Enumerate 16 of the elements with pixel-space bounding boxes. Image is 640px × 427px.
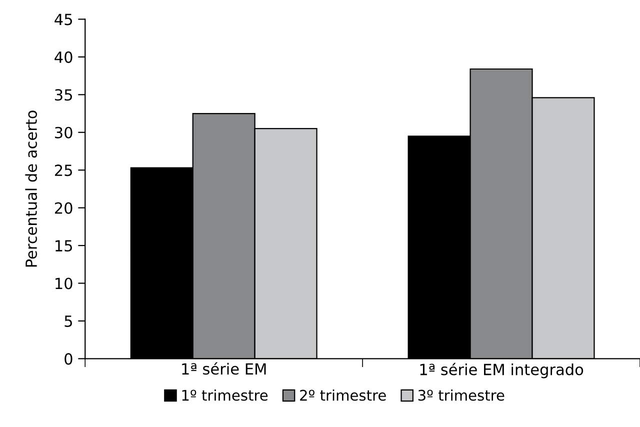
y-axis-title: Percentual de acerto	[25, 110, 38, 267]
y-tick-label: 35	[55, 89, 72, 101]
legend-label: 1º trimestre	[182, 389, 268, 401]
y-tick-label: 15	[56, 240, 72, 252]
x-tick-label: 1ª série EM integrado	[420, 362, 584, 378]
y-tick-label: 20	[54, 202, 72, 214]
y-tick-label: 10	[56, 278, 72, 290]
y-tick-label: 5	[64, 316, 72, 327]
y-tick-label: 30	[55, 126, 72, 138]
y-tick-label: 25	[54, 164, 72, 176]
legend-label: 2º trimestre	[300, 389, 386, 401]
legend-label: 3º trimestre	[418, 389, 504, 401]
y-tick-label: 40	[54, 51, 72, 63]
y-tick-label: 0	[64, 353, 72, 365]
y-tick-label: 45	[54, 14, 72, 26]
x-tick-label: 1ª série EM	[182, 362, 266, 375]
